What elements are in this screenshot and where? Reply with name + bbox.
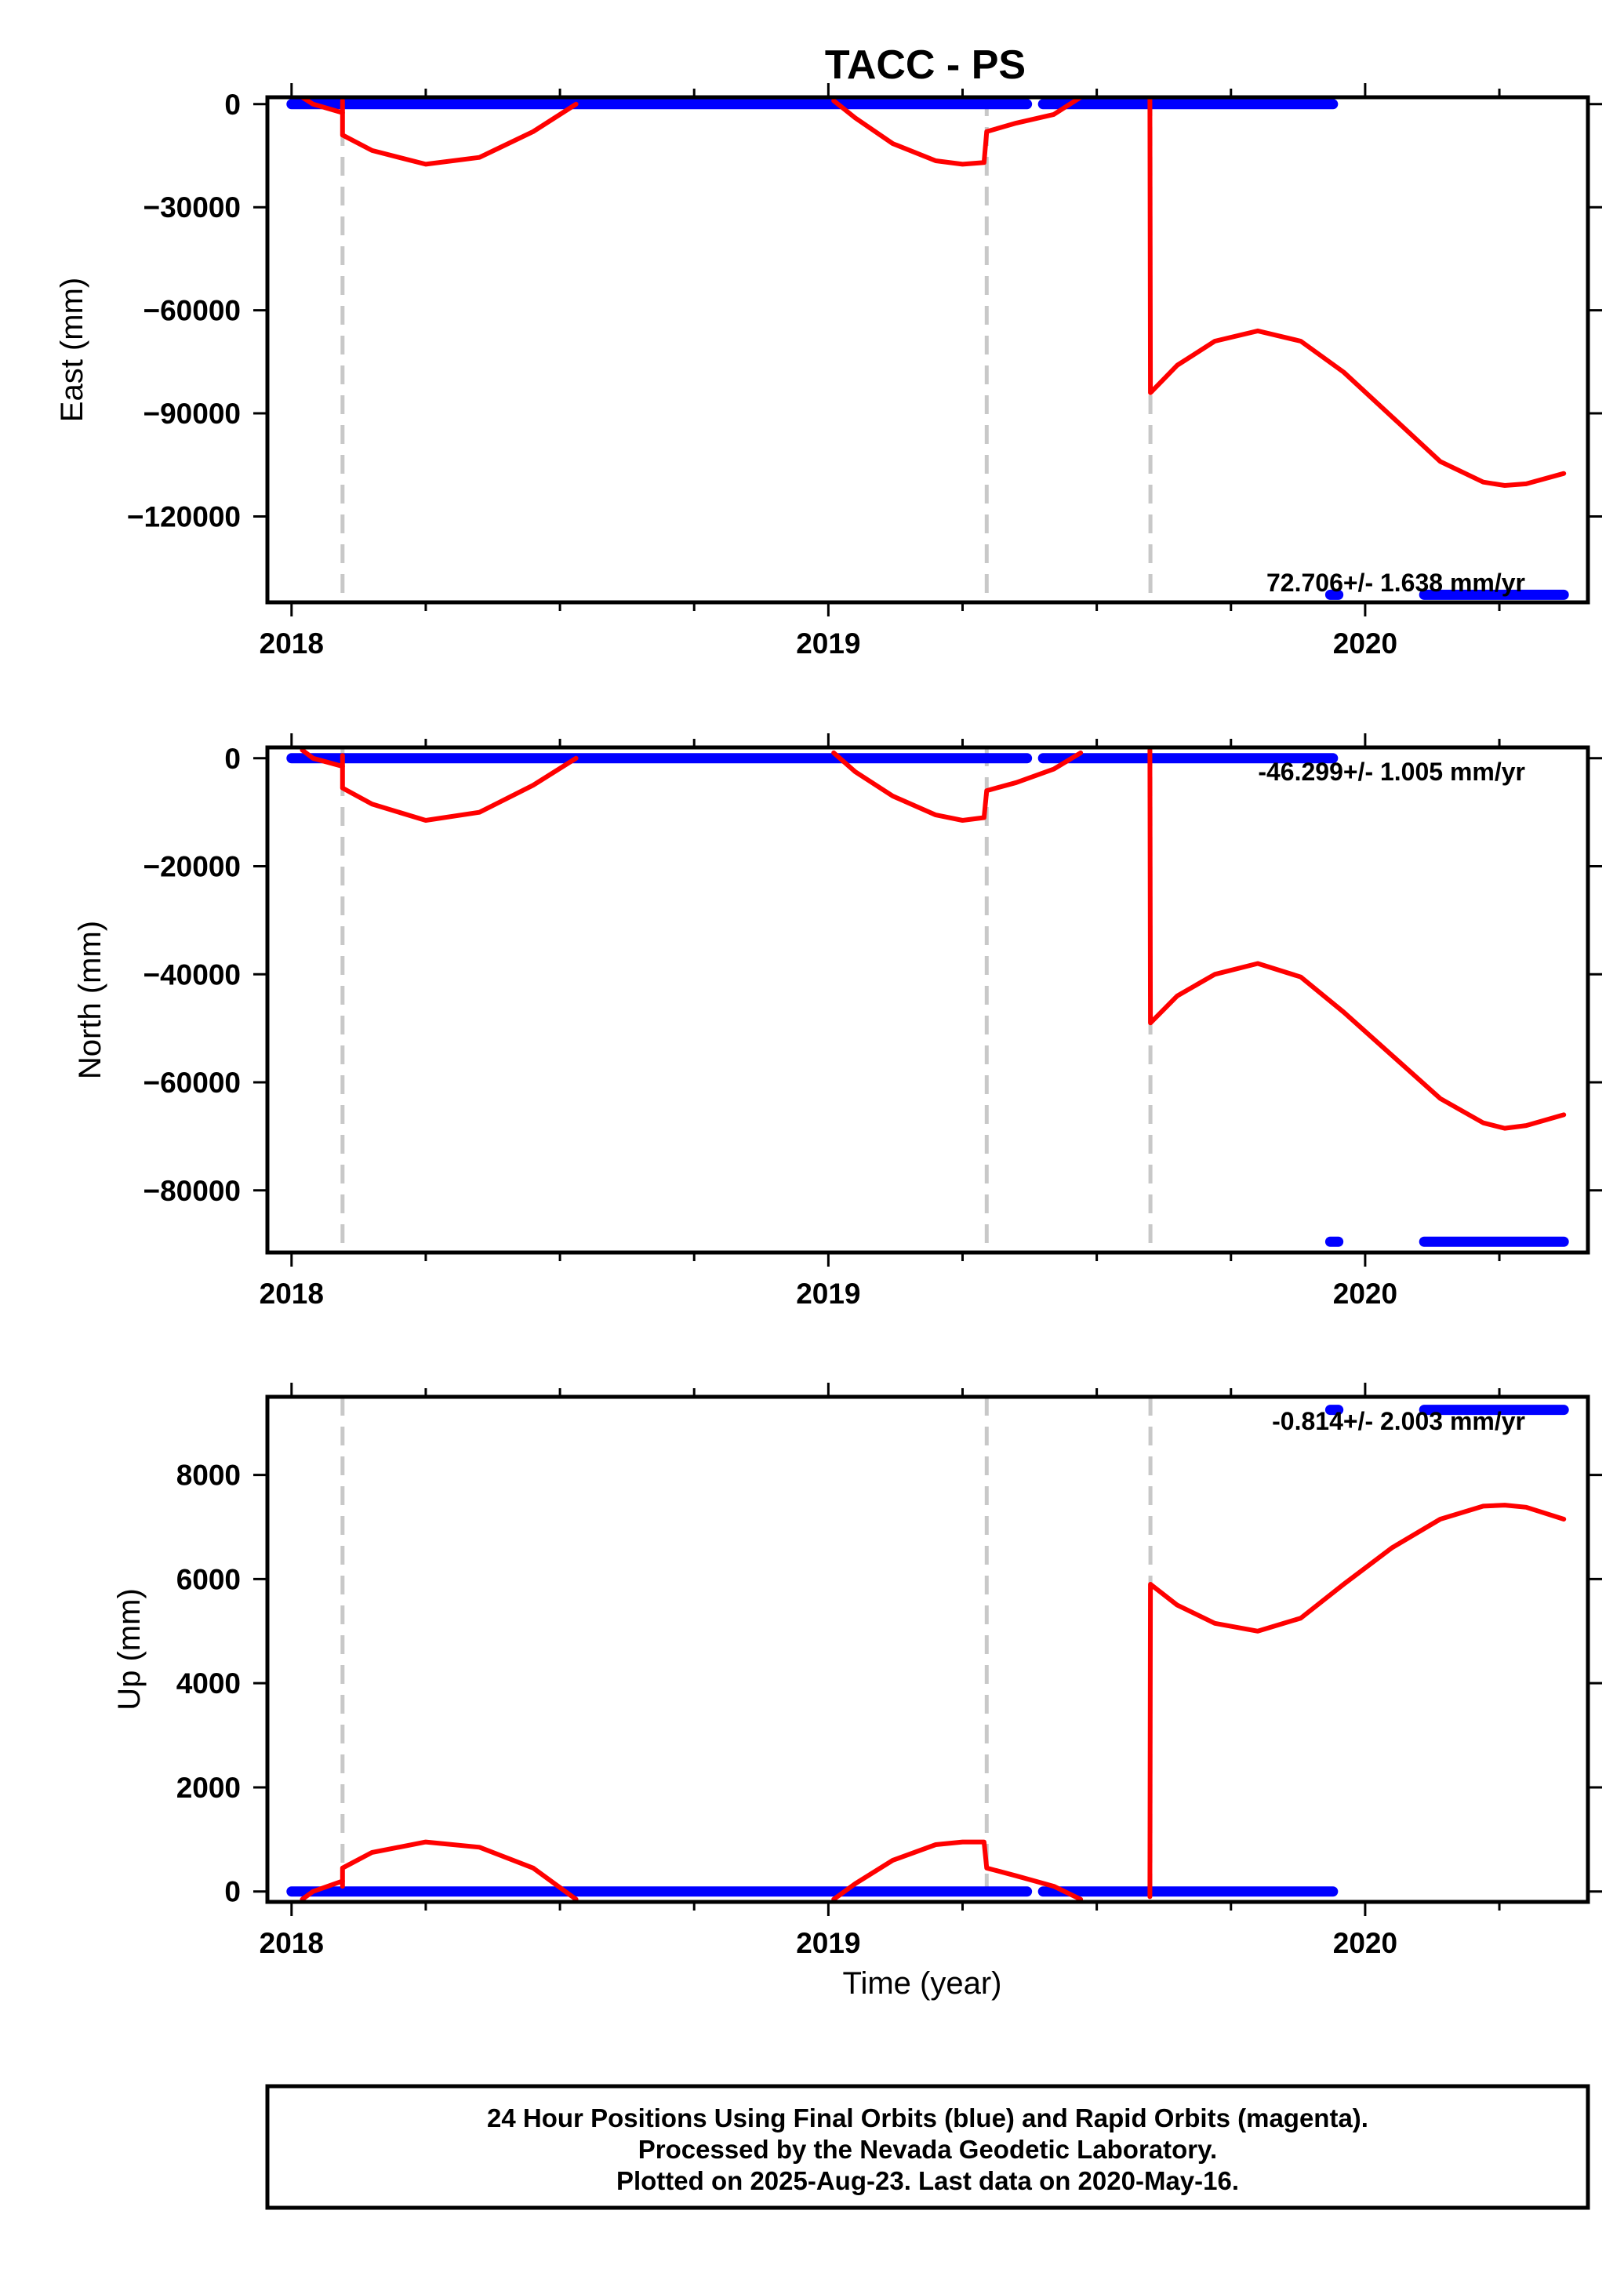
footer-line-2: Processed by the Nevada Geodetic Laborat… xyxy=(638,2135,1217,2164)
frame-north xyxy=(265,745,1590,1255)
panel-east: 2018 2019 2020 0 −30000 −60000 −90000 −120000 Ea… xyxy=(55,83,1602,660)
model-curve-up-2 xyxy=(831,1839,1084,1902)
footer-line-1: 24 Hour Positions Using Final Orbits (bl… xyxy=(487,2103,1368,2132)
y-axis-title-east: East (mm) xyxy=(55,278,89,422)
y-tick-label-up-6000: 6000 xyxy=(176,1563,241,1595)
plot-area-up xyxy=(286,1397,1569,1902)
x-tick-label-east-2019: 2019 xyxy=(796,627,860,660)
y-tick-label-north-0: 0 xyxy=(224,743,241,775)
footer-box: 24 Hour Positions Using Final Orbits (bl… xyxy=(265,2084,1590,2210)
y-tick-label-north--40000: −40000 xyxy=(144,958,242,991)
footer-frame xyxy=(265,2084,1590,2210)
x-tick-label-up-2019: 2019 xyxy=(796,1927,860,1959)
model-curve-east-3 xyxy=(1147,97,1567,488)
panel-up: 2018 2019 2020 0 2000 4000 6000 8000 Up (mm) -0.8… xyxy=(112,1383,1602,1959)
frame-up xyxy=(265,1394,1590,1904)
y-tick-label-up-0: 0 xyxy=(224,1876,241,1908)
model-curve-up-3 xyxy=(1147,1503,1567,1900)
y-tick-label-east--90000: −90000 xyxy=(144,398,242,430)
chart-title: TACC - PS xyxy=(825,42,1026,88)
frame-east xyxy=(265,95,1590,605)
y-tick-label-north--60000: −60000 xyxy=(144,1067,242,1099)
y-tick-label-east--60000: −60000 xyxy=(144,295,242,327)
y-tick-label-up-4000: 4000 xyxy=(176,1667,241,1700)
x-tick-label-north-2019: 2019 xyxy=(796,1278,860,1310)
y-tick-label-north--80000: −80000 xyxy=(144,1175,242,1207)
model-curve-north-0 xyxy=(300,747,345,769)
model-curve-up-0 xyxy=(300,1878,345,1902)
panel-north: 2018 2019 2020 0 −20000 −40000 −60000 −80000 Nor… xyxy=(73,733,1602,1310)
model-curve-north-1 xyxy=(340,753,579,823)
model-curve-up-1 xyxy=(340,1839,579,1902)
y-axis-title-up: Up (mm) xyxy=(112,1588,147,1711)
x-tick-label-east-2018: 2018 xyxy=(260,627,324,660)
y-tick-label-east--30000: −30000 xyxy=(144,191,242,224)
x-tick-label-up-2020: 2020 xyxy=(1333,1927,1397,1959)
x-tick-label-up-2018: 2018 xyxy=(260,1927,324,1959)
model-curve-east-0 xyxy=(300,97,345,115)
y-tick-label-up-8000: 8000 xyxy=(176,1460,241,1492)
x-tick-label-east-2020: 2020 xyxy=(1333,627,1397,660)
x-tick-label-north-2018: 2018 xyxy=(260,1278,324,1310)
model-curve-east-2 xyxy=(831,97,1084,167)
plot-area-east xyxy=(286,97,1569,602)
rate-label-up: -0.814+/- 2.003 mm/yr xyxy=(1272,1407,1525,1435)
y-tick-label-north--20000: −20000 xyxy=(144,851,242,883)
y-tick-label-east--120000: −120000 xyxy=(127,500,241,533)
y-tick-label-up-2000: 2000 xyxy=(176,1772,241,1804)
y-tick-label-east-0: 0 xyxy=(224,89,241,121)
panels: 2018 2019 2020 0 −30000 −60000 −90000 −120000 Ea… xyxy=(55,83,1602,1959)
rate-label-north: -46.299+/- 1.005 mm/yr xyxy=(1258,758,1525,786)
x-tick-label-north-2020: 2020 xyxy=(1333,1278,1397,1310)
x-axis-title: Time (year) xyxy=(843,1966,1002,2001)
footer-line-3: Plotted on 2025-Aug-23. Last data on 202… xyxy=(616,2166,1239,2195)
model-curve-north-3 xyxy=(1147,747,1567,1131)
y-axis-title-north: North (mm) xyxy=(73,921,107,1079)
model-curve-north-2 xyxy=(831,750,1084,823)
model-curve-east-1 xyxy=(340,98,579,167)
rate-label-east: 72.706+/- 1.638 mm/yr xyxy=(1266,569,1525,597)
plot-area-north xyxy=(286,747,1569,1253)
